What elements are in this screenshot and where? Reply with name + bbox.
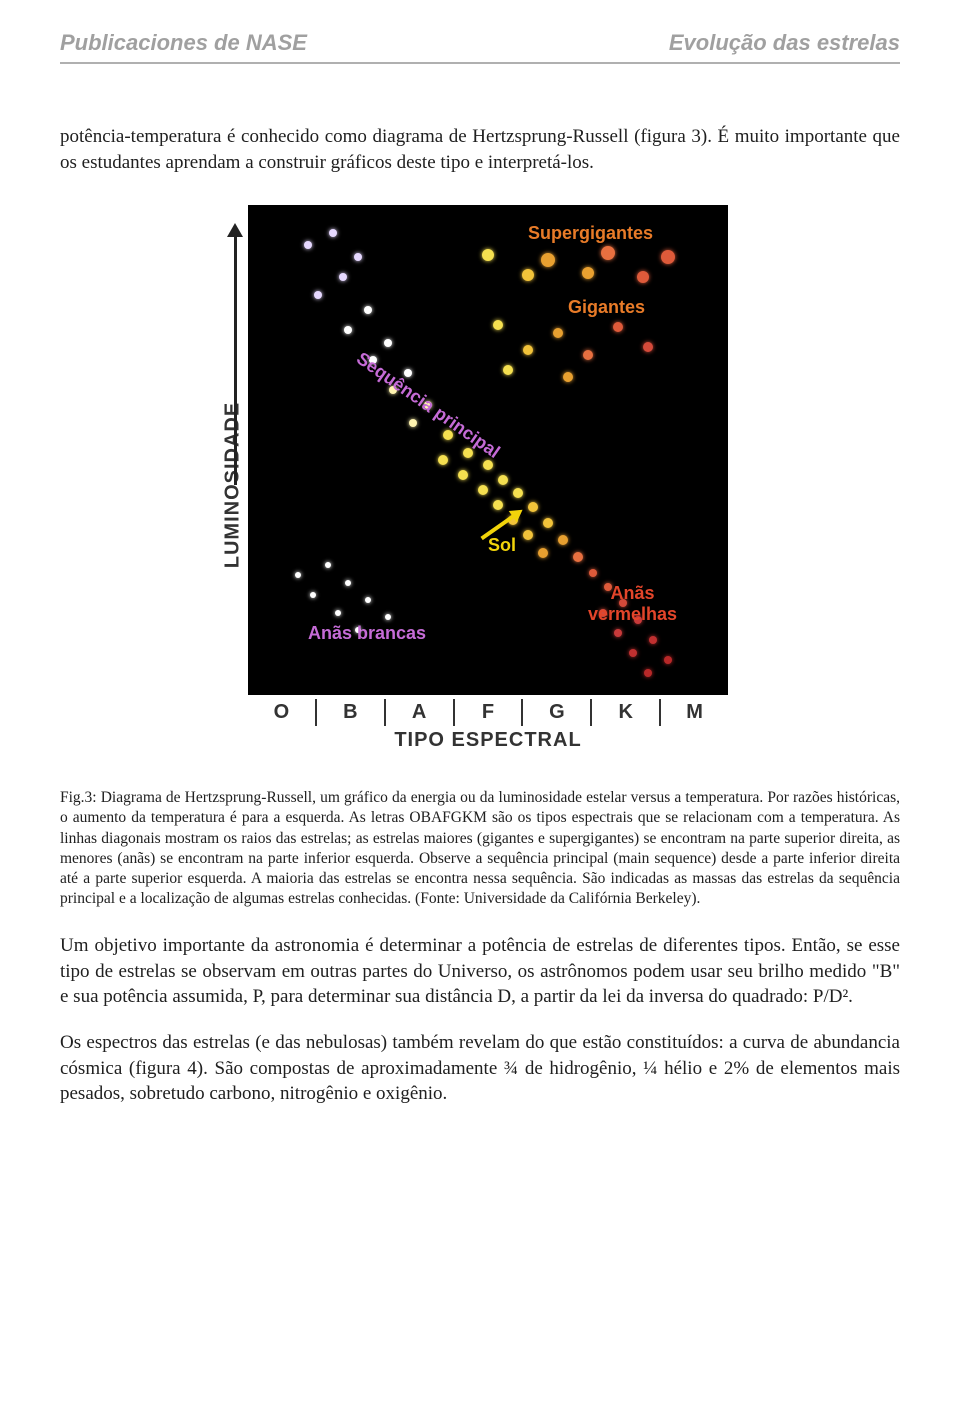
xtick: O xyxy=(248,699,317,726)
star-point xyxy=(409,419,417,427)
star-point xyxy=(644,669,652,677)
star-point xyxy=(558,535,568,545)
star-point xyxy=(649,636,657,644)
diagram-label-sun: Sol xyxy=(488,535,516,556)
star-point xyxy=(664,656,672,664)
star-point xyxy=(325,562,331,568)
body-paragraph-3: Os espectros das estrelas (e das nebulos… xyxy=(60,1030,900,1107)
figure-container: LUMINOSIDADE SupergigantesGigantesSequên… xyxy=(60,205,900,770)
diagram-label-supergiants: Supergigantes xyxy=(528,223,653,244)
star-point xyxy=(601,246,615,260)
diagram-label-whitedwarfs: Anãs brancas xyxy=(308,623,426,644)
star-point xyxy=(637,271,649,283)
star-point xyxy=(295,572,301,578)
xtick: K xyxy=(592,699,661,726)
yaxis-arrow-icon xyxy=(234,235,237,485)
star-point xyxy=(364,306,372,314)
star-point xyxy=(613,322,623,332)
star-point xyxy=(583,350,593,360)
diagram-label-giants: Gigantes xyxy=(568,297,645,318)
header-right: Evolução das estrelas xyxy=(669,30,900,56)
xtick: G xyxy=(523,699,592,726)
xtick: F xyxy=(455,699,524,726)
diagram-label-mainseq: Sequência principal xyxy=(352,348,503,463)
star-point xyxy=(344,326,352,334)
star-point xyxy=(304,241,312,249)
diagram-plot: Supergigantes Gigantes Sequência principal… xyxy=(248,205,728,695)
star-point xyxy=(463,448,473,458)
star-point xyxy=(493,500,503,510)
star-point xyxy=(384,339,392,347)
star-point xyxy=(354,253,362,261)
star-point xyxy=(365,597,371,603)
hr-diagram: LUMINOSIDADE SupergigantesGigantesSequên… xyxy=(220,205,740,765)
star-point xyxy=(310,592,316,598)
star-point xyxy=(523,530,533,540)
xtick: B xyxy=(317,699,386,726)
star-point xyxy=(498,475,508,485)
figure-caption: Fig.3: Diagrama de Hertzsprung-Russell, … xyxy=(60,788,900,909)
star-point xyxy=(335,610,341,616)
star-point xyxy=(478,485,488,495)
star-point xyxy=(614,629,622,637)
page-header: Publicaciones de NASE Evolução das estre… xyxy=(60,30,900,64)
star-point xyxy=(563,372,573,382)
diagram-label-reddwarfs: Anãsvermelhas xyxy=(588,583,677,625)
star-point xyxy=(543,518,553,528)
star-point xyxy=(329,229,337,237)
star-point xyxy=(538,548,548,558)
star-point xyxy=(522,269,534,281)
star-point xyxy=(541,253,555,267)
star-point xyxy=(385,614,391,620)
star-point xyxy=(482,249,494,261)
star-point xyxy=(643,342,653,352)
star-point xyxy=(523,345,533,355)
intro-paragraph: potência-temperatura é conhecido como di… xyxy=(60,124,900,175)
star-point xyxy=(528,502,538,512)
xtick: A xyxy=(386,699,455,726)
star-point xyxy=(589,569,597,577)
star-point xyxy=(493,320,503,330)
star-point xyxy=(458,470,468,480)
star-point xyxy=(339,273,347,281)
star-point xyxy=(513,488,523,498)
star-point xyxy=(553,328,563,338)
star-point xyxy=(345,580,351,586)
star-point xyxy=(314,291,322,299)
star-point xyxy=(582,267,594,279)
xaxis-ticks: OBAFGKM xyxy=(248,699,728,726)
star-point xyxy=(503,365,513,375)
star-point xyxy=(438,455,448,465)
xaxis-label: TIPO ESPECTRAL xyxy=(248,729,728,752)
star-point xyxy=(629,649,637,657)
body-paragraph-2: Um objetivo importante da astronomia é d… xyxy=(60,933,900,1010)
star-point xyxy=(573,552,583,562)
header-left: Publicaciones de NASE xyxy=(60,30,307,56)
xtick: M xyxy=(661,699,728,726)
star-point xyxy=(661,250,675,264)
